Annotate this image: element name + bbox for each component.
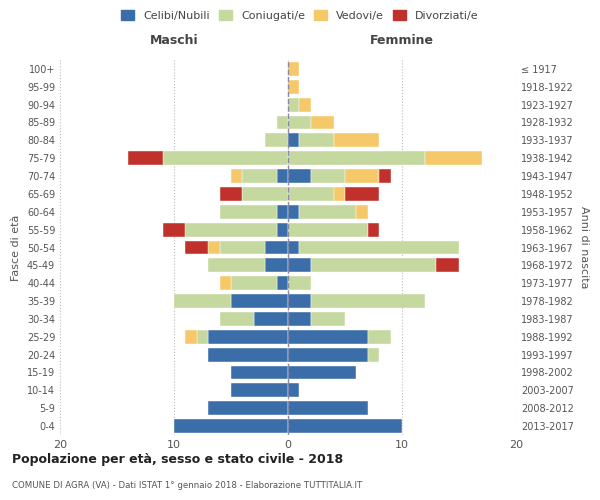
Bar: [277, 205, 288, 219]
Bar: [220, 312, 254, 326]
Bar: [288, 222, 368, 236]
Bar: [197, 330, 208, 344]
Bar: [231, 294, 288, 308]
Bar: [277, 169, 288, 183]
Bar: [288, 276, 311, 290]
Legend: Celibi/Nubili, Coniugati/e, Vedovi/e, Divorziati/e: Celibi/Nubili, Coniugati/e, Vedovi/e, Di…: [117, 6, 483, 25]
Bar: [299, 240, 459, 254]
Bar: [174, 294, 231, 308]
Text: Maschi: Maschi: [149, 34, 199, 48]
Bar: [288, 62, 299, 76]
Bar: [265, 258, 288, 272]
Bar: [425, 151, 482, 165]
Bar: [311, 169, 345, 183]
Bar: [231, 169, 242, 183]
Bar: [288, 384, 299, 398]
Bar: [128, 151, 163, 165]
Bar: [185, 222, 277, 236]
Text: Popolazione per età, sesso e stato civile - 2018: Popolazione per età, sesso e stato civil…: [12, 452, 343, 466]
Bar: [208, 258, 265, 272]
Bar: [242, 187, 288, 201]
Bar: [345, 187, 379, 201]
Bar: [288, 98, 299, 112]
Bar: [277, 222, 288, 236]
Bar: [356, 205, 368, 219]
Bar: [231, 384, 288, 398]
Bar: [334, 187, 345, 201]
Bar: [368, 348, 379, 362]
Bar: [174, 419, 288, 433]
Bar: [299, 205, 356, 219]
Bar: [220, 187, 242, 201]
Bar: [288, 116, 311, 130]
Bar: [288, 419, 402, 433]
Bar: [368, 330, 391, 344]
Bar: [288, 151, 425, 165]
Bar: [208, 348, 288, 362]
Bar: [334, 134, 379, 147]
Bar: [311, 116, 334, 130]
Y-axis label: Anni di nascita: Anni di nascita: [579, 206, 589, 289]
Bar: [220, 205, 277, 219]
Bar: [288, 348, 368, 362]
Bar: [208, 330, 288, 344]
Bar: [208, 401, 288, 415]
Bar: [299, 98, 311, 112]
Bar: [185, 330, 197, 344]
Bar: [265, 134, 288, 147]
Bar: [242, 169, 277, 183]
Bar: [311, 258, 436, 272]
Bar: [288, 169, 311, 183]
Bar: [208, 240, 220, 254]
Bar: [163, 151, 288, 165]
Bar: [220, 240, 265, 254]
Bar: [288, 294, 311, 308]
Bar: [311, 312, 345, 326]
Bar: [288, 205, 299, 219]
Bar: [368, 222, 379, 236]
Text: COMUNE DI AGRA (VA) - Dati ISTAT 1° gennaio 2018 - Elaborazione TUTTITALIA.IT: COMUNE DI AGRA (VA) - Dati ISTAT 1° genn…: [12, 480, 362, 490]
Bar: [379, 169, 391, 183]
Text: Femmine: Femmine: [370, 34, 434, 48]
Bar: [311, 294, 425, 308]
Bar: [277, 116, 288, 130]
Bar: [299, 134, 334, 147]
Y-axis label: Fasce di età: Fasce di età: [11, 214, 21, 280]
Bar: [436, 258, 459, 272]
Bar: [288, 366, 356, 380]
Bar: [288, 401, 368, 415]
Bar: [288, 80, 299, 94]
Bar: [288, 187, 334, 201]
Bar: [288, 134, 299, 147]
Bar: [231, 366, 288, 380]
Bar: [288, 330, 368, 344]
Bar: [288, 240, 299, 254]
Bar: [288, 258, 311, 272]
Bar: [288, 312, 311, 326]
Bar: [265, 240, 288, 254]
Bar: [163, 222, 185, 236]
Bar: [345, 169, 379, 183]
Bar: [231, 276, 277, 290]
Bar: [185, 240, 208, 254]
Bar: [254, 312, 288, 326]
Bar: [277, 276, 288, 290]
Bar: [220, 276, 231, 290]
